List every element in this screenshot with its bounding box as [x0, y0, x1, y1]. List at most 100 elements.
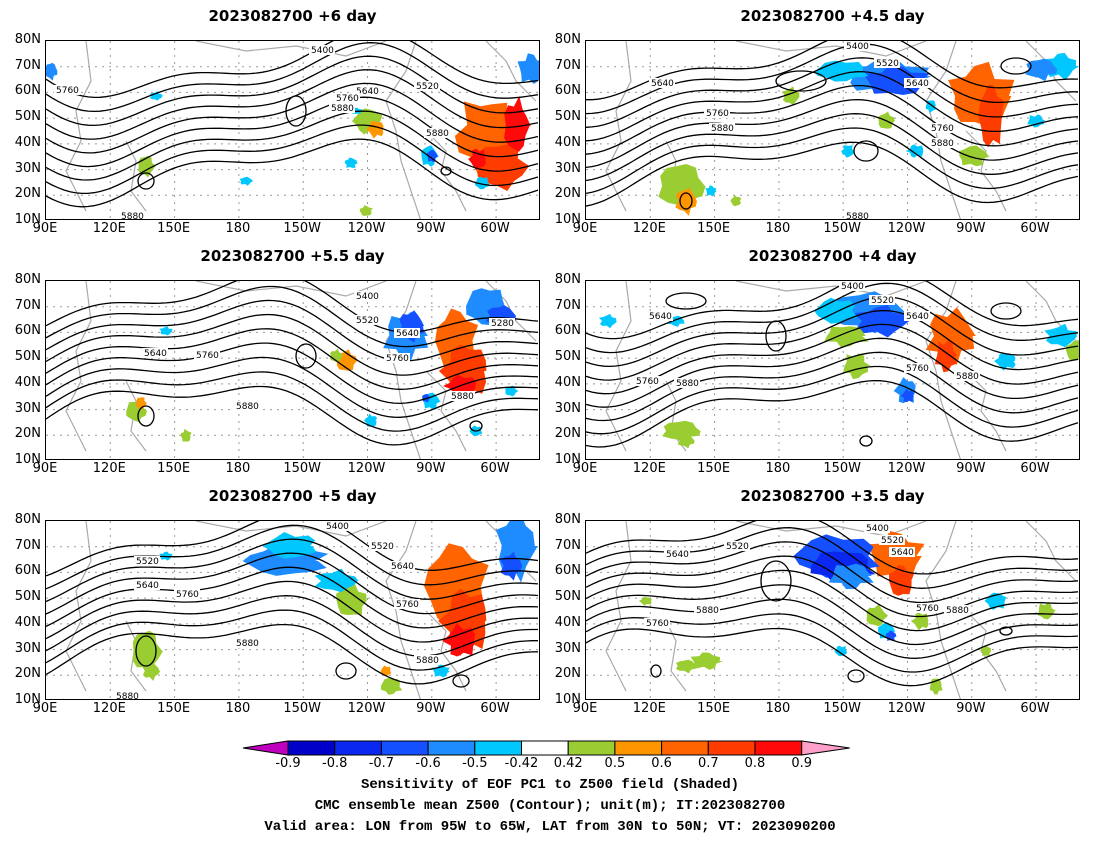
z500-contour: [586, 521, 1079, 575]
z500-contour-closed: [650, 664, 662, 678]
contour-label-bg: [354, 315, 380, 325]
contour-label: 5760: [56, 86, 79, 96]
z500-contour-closed: [295, 343, 317, 369]
contour-label: 5760: [196, 351, 219, 361]
contour-label-bg: [647, 311, 673, 321]
panel-title: 2023082700 +6 day: [208, 7, 377, 25]
z500-contour: [586, 323, 1079, 395]
sensitivity-shading: [1066, 340, 1079, 361]
contour-label: 5880: [711, 124, 734, 134]
contour-label-bg: [586, 41, 610, 43]
panel-title: 2023082700 +4 day: [748, 247, 917, 265]
contour-label: 5640: [144, 349, 167, 359]
colorbar-tick-label: -0.6: [415, 756, 441, 771]
contour-label-bg: [709, 123, 735, 133]
coastline: [385, 41, 421, 219]
contour-label: 5880: [416, 656, 439, 666]
sensitivity-shading: [344, 157, 359, 168]
contour-label: 5760: [636, 377, 659, 387]
caption-line-2: CMC ensemble mean Z500 (Contour); unit(m…: [314, 798, 786, 814]
colorbar-tick-label: 0.7: [697, 756, 719, 771]
contour-label-bg: [354, 291, 380, 301]
sensitivity-shading: [149, 91, 163, 101]
contour-label: 5520: [881, 536, 904, 546]
contour-label: 5640: [906, 312, 929, 322]
sensitivity-shading: [782, 86, 800, 105]
lon-label: 60W: [1020, 461, 1050, 476]
coastline: [665, 620, 687, 692]
lon-label: 150W: [823, 461, 862, 476]
lat-label: 80N: [554, 272, 581, 287]
sensitivity-shading: [843, 353, 871, 380]
contour-label: 5640: [666, 550, 689, 560]
coastline: [195, 41, 387, 57]
map-panel: 5400 5520 5640 5280 5640 5760 5760 5880 5880: [45, 280, 540, 460]
coastline: [735, 521, 927, 537]
contour-label-bg: [369, 541, 395, 551]
sensitivity-shading: [1037, 601, 1057, 620]
colorbar-segment: [380, 740, 429, 756]
z500-contour: [46, 55, 539, 127]
contour-label-bg: [194, 350, 220, 360]
contour-label: 5640: [649, 312, 672, 322]
lon-label: 90E: [32, 221, 58, 236]
lat-label: 30N: [14, 640, 41, 656]
lon-label: 120W: [887, 701, 926, 716]
contour-label-bg: [134, 580, 160, 590]
lon-label: 60W: [480, 461, 510, 476]
lat-label: 40N: [14, 374, 41, 390]
contour-label: 5520: [871, 296, 894, 306]
sensitivity-shading: [910, 612, 929, 631]
contour-label-bg: [424, 128, 450, 138]
colorbar-end-left: [242, 740, 289, 756]
z500-contour-closed: [999, 626, 1013, 636]
contour-label-bg: [839, 281, 865, 291]
coastline: [965, 370, 1007, 452]
z500-contour: [46, 138, 539, 208]
contour-label-bg: [869, 295, 895, 305]
contour-label-bg: [904, 363, 930, 373]
contour-label-bg: [174, 589, 200, 599]
z500-contour: [46, 342, 539, 405]
contour-label-bg: [694, 605, 720, 615]
contour-label-bg: [634, 376, 660, 386]
contour-label: 5760: [931, 124, 954, 134]
contour-label: 5880: [116, 692, 139, 700]
lat-label: 40N: [14, 134, 41, 150]
contour-label: 5880: [931, 139, 954, 149]
contour-label: 5400: [311, 46, 334, 56]
lon-label: 90W: [416, 701, 446, 716]
z500-contour: [46, 385, 539, 446]
z500-contour: [46, 96, 539, 168]
colorbar-tick-label: -0.42: [504, 756, 539, 771]
sensitivity-shading: [474, 176, 490, 190]
lat-label: 50N: [554, 349, 581, 365]
z500-contour: [46, 552, 539, 615]
lon-label: 120W: [347, 221, 386, 236]
contour-label-bg: [904, 78, 930, 88]
sensitivity-shading: [662, 420, 701, 444]
coastline: [125, 140, 147, 212]
lat-label: 30N: [14, 160, 41, 176]
sensitivity-shading: [504, 95, 531, 152]
z500-contour: [586, 541, 1079, 604]
contour-label: 5880: [696, 606, 719, 616]
z500-contour: [586, 282, 1079, 354]
contour-label: 5640: [356, 87, 379, 97]
z500-contour-closed: [853, 140, 879, 162]
contour-label: 5760: [396, 600, 419, 610]
z500-contour: [586, 584, 1079, 646]
caption-line-3: Valid area: LON from 95W to 65W, LAT fro…: [264, 819, 836, 835]
contour-label: 5520: [586, 41, 609, 44]
contour-label: 5400: [356, 292, 379, 302]
caption-line-1: Sensitivity of EOF PC1 to Z500 field (Sh…: [360, 777, 740, 793]
panel-title: 2023082700 +5.5 day: [200, 247, 385, 265]
lat-label: 20N: [554, 426, 581, 442]
contour-label-bg: [864, 523, 890, 533]
map-plot: 5400 5520 5640 5520 5640 5760 5760 5880 5880 5880: [46, 521, 539, 700]
lon-label: 150W: [283, 221, 322, 236]
z500-contour-closed: [859, 435, 873, 447]
z500-contour: [46, 41, 539, 99]
lon-label: 90E: [572, 461, 598, 476]
